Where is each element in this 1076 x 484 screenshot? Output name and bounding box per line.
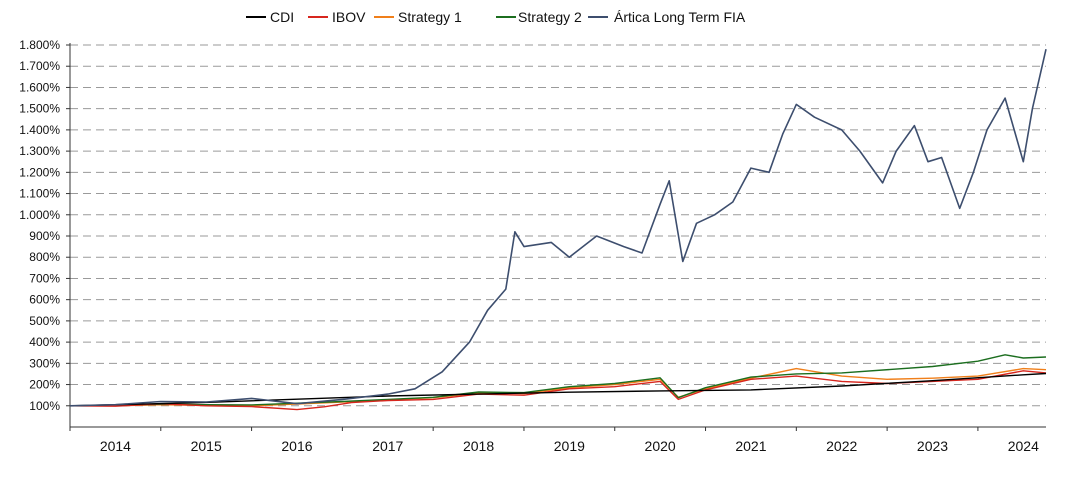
x-tick-label: 2019 [554,438,585,454]
y-tick-label: 100% [29,399,60,413]
x-tick-label: 2014 [100,438,131,454]
y-tick-label: 1.000% [19,208,60,222]
y-tick-label: 900% [29,229,60,243]
legend-label: CDI [270,9,295,25]
legend-swatch [588,16,608,18]
series-line--rtica-long-term-fia [69,49,1047,407]
y-tick-label: 600% [29,293,60,307]
y-tick-label: 1.300% [19,144,60,158]
x-tick-label: 2021 [735,438,766,454]
chart-legend: CDI IBOV Strategy 1 Strategy 2 Ártica Long T… [0,0,1076,34]
y-tick-label: 200% [29,378,60,392]
x-tick-label: 2020 [645,438,676,454]
legend-swatch [374,16,394,18]
x-tick-label: 2016 [281,438,312,454]
y-tick-label: 1.500% [19,102,60,116]
y-tick-label: 1.200% [19,165,60,179]
x-tick-label: 2018 [463,438,494,454]
x-tick-label: 2022 [826,438,857,454]
x-tick-label: 2015 [191,438,222,454]
series-line-strategy-2 [69,354,1047,407]
y-tick-label: 800% [29,250,60,264]
legend-swatch [308,16,328,18]
y-tick-label: 1.700% [19,59,60,73]
y-tick-label: 1.800% [19,38,60,52]
x-tick-label: 2023 [917,438,948,454]
y-tick-label: 1.600% [19,80,60,94]
series-line-ibov [69,370,1047,411]
y-tick-label: 700% [29,271,60,285]
y-tick-label: 1.100% [19,187,60,201]
legend-swatch [496,16,516,18]
y-tick-label: 1.400% [19,123,60,137]
y-tick-label: 300% [29,356,60,370]
y-tick-label: 500% [29,314,60,328]
legend-label: Strategy 2 [518,9,582,25]
x-tick-label: 2017 [372,438,403,454]
legend-label: IBOV [332,9,366,25]
series-line-strategy-1 [70,367,1047,407]
legend-label: Ártica Long Term FIA [614,9,746,25]
legend-label: Strategy 1 [398,9,462,25]
x-tick-label: 2024 [1008,438,1039,454]
legend-swatch [246,16,266,18]
y-tick-label: 400% [29,335,60,349]
